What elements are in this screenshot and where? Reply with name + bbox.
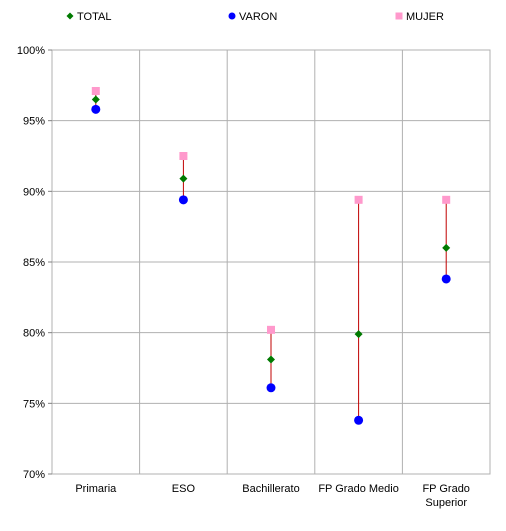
point-total <box>179 174 188 183</box>
y-tick-label: 100% <box>17 45 45 57</box>
x-tick-label: FP Grado Medio <box>318 483 399 495</box>
point-varon <box>178 195 188 205</box>
point-mujer <box>91 86 100 95</box>
legend-marker-total <box>66 12 74 20</box>
y-tick-label: 85% <box>23 257 45 269</box>
markers <box>91 86 451 425</box>
y-tick-label: 80% <box>23 328 45 340</box>
point-varon <box>266 383 276 393</box>
point-varon <box>91 104 101 114</box>
range-lines <box>95 90 447 421</box>
legend-marker-varon <box>228 12 236 20</box>
y-tick-label: 90% <box>23 186 45 198</box>
y-tick-label: 75% <box>23 398 45 410</box>
point-total <box>442 243 451 252</box>
legend-marker-mujer <box>395 12 403 20</box>
y-axis: 70% 75% 80% 85% 90% 95% 100% <box>17 45 52 481</box>
x-axis: Primaria ESO Bachillerato FP Grado Medio FP … <box>75 483 470 509</box>
x-tick-label: FP Grado Superior <box>422 483 470 509</box>
point-varon <box>441 274 451 284</box>
legend-label-total: TOTAL <box>77 11 111 23</box>
legend-label-varon: VARON <box>239 11 277 23</box>
legend: TOTAL VARON MUJER <box>66 11 444 23</box>
point-total <box>354 330 363 339</box>
point-mujer <box>354 195 363 204</box>
point-total <box>91 95 100 104</box>
x-tick-label: Bachillerato <box>242 483 299 495</box>
point-mujer <box>267 325 275 334</box>
legend-label-mujer: MUJER <box>406 11 444 23</box>
y-tick-label: 70% <box>23 469 45 481</box>
plot-area <box>51 49 491 475</box>
y-tick-label: 95% <box>23 116 45 128</box>
point-varon <box>354 415 364 425</box>
point-mujer <box>179 152 188 160</box>
x-tick-label: ESO <box>172 483 196 495</box>
grid <box>51 49 491 475</box>
point-total <box>267 355 275 364</box>
point-mujer <box>442 195 451 204</box>
x-tick-label: Primaria <box>75 483 117 495</box>
